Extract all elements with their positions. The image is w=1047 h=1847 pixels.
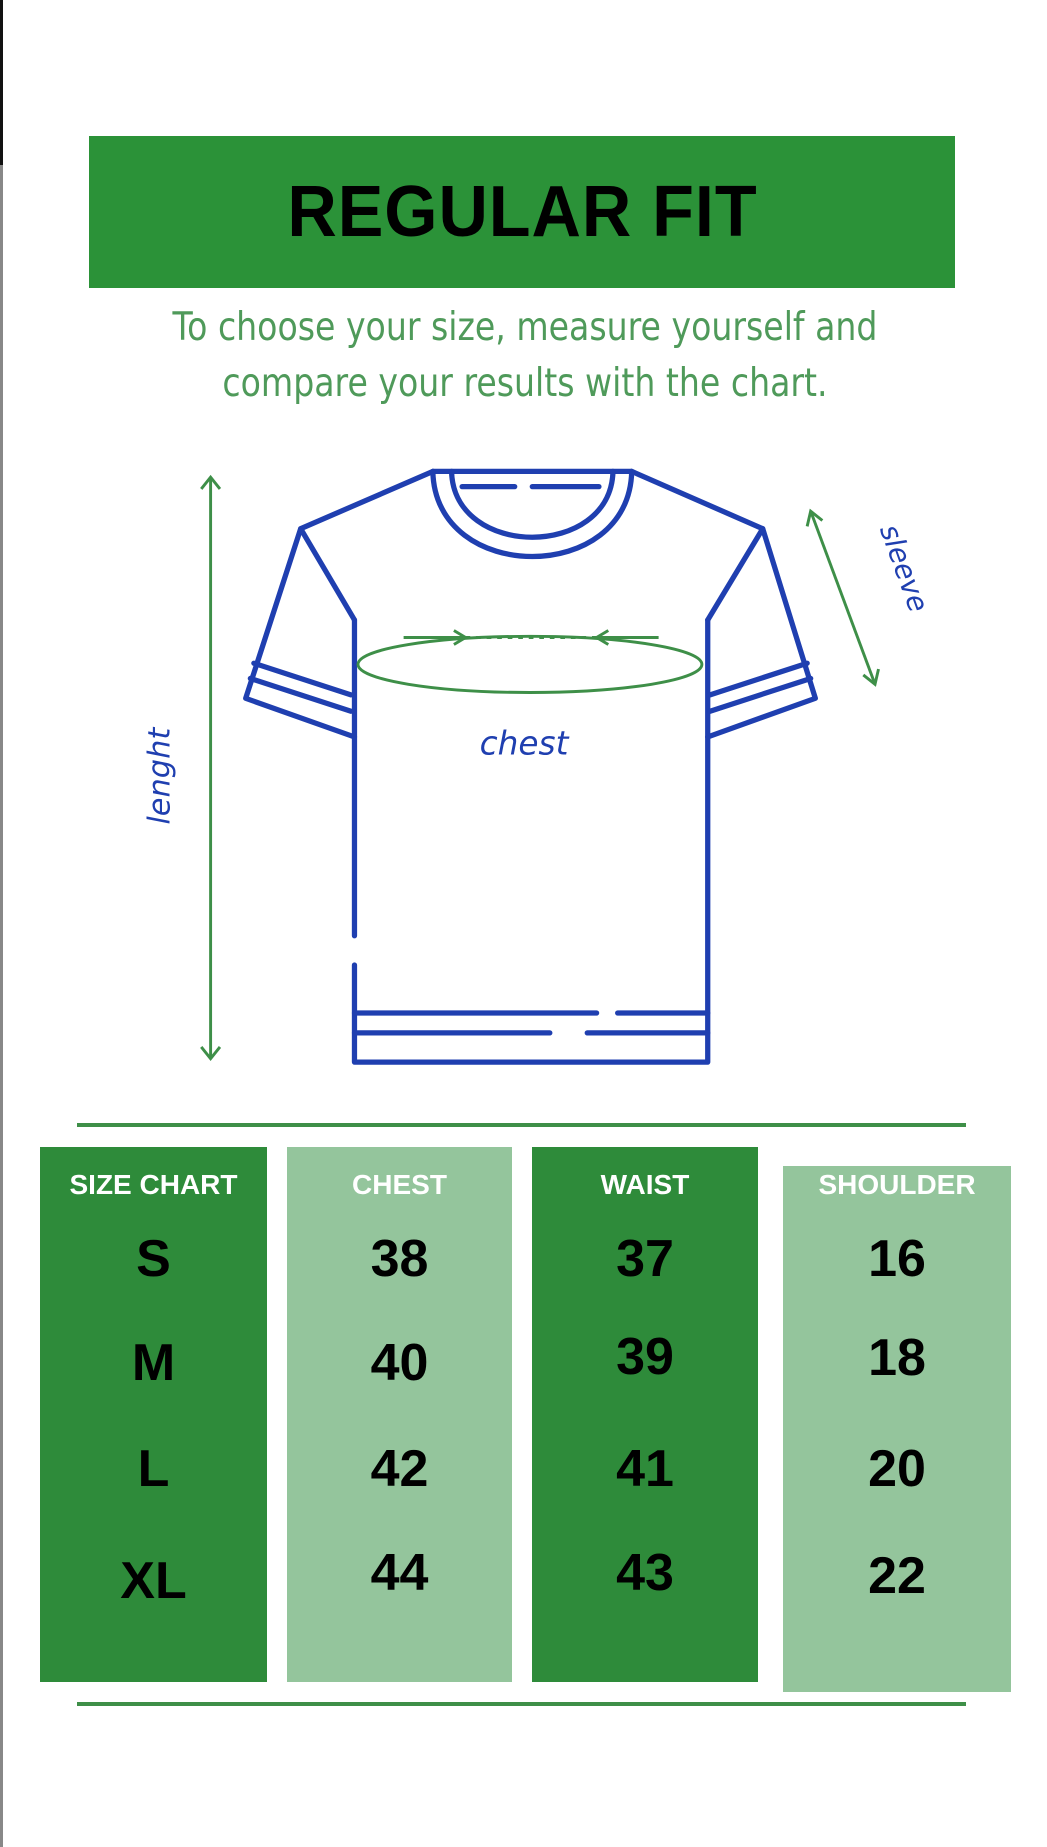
sleeve-label: sleeve xyxy=(873,520,935,617)
chest-label: chest xyxy=(480,724,570,762)
bottom-divider xyxy=(77,1702,966,1706)
waist-cell: 39 xyxy=(616,1328,674,1386)
chest-cell: 44 xyxy=(370,1544,429,1602)
length-label: lenght xyxy=(143,727,178,825)
waist-header: WAIST xyxy=(600,1169,690,1200)
subtitle-line-2: compare your results with the chart. xyxy=(222,361,828,406)
chest-header: CHEST xyxy=(352,1169,447,1200)
shoulder-cell: 18 xyxy=(868,1329,926,1387)
size-column: SIZE CHART S M L XL xyxy=(40,1147,267,1682)
size-cell: XL xyxy=(120,1552,187,1610)
title-banner: REGULAR FIT xyxy=(89,136,955,288)
shoulder-cell: 22 xyxy=(868,1547,926,1605)
subtitle: To choose your size, measure yourself an… xyxy=(130,300,921,412)
left-edge xyxy=(0,0,3,1847)
size-cell: M xyxy=(131,1334,176,1392)
size-cell: L xyxy=(137,1440,170,1498)
waist-cell: 37 xyxy=(616,1230,674,1288)
size-header: SIZE CHART xyxy=(69,1169,238,1200)
chest-column: CHEST 38 40 42 44 xyxy=(287,1147,512,1682)
size-cell: S xyxy=(136,1230,171,1288)
page-title: REGULAR FIT xyxy=(286,172,758,252)
waist-column: WAIST 37 39 41 43 xyxy=(532,1147,758,1682)
chest-cell: 38 xyxy=(370,1230,429,1288)
top-divider xyxy=(77,1123,966,1127)
chest-ellipse xyxy=(356,634,704,694)
left-edge-dark xyxy=(0,0,3,165)
sleeve-arrow xyxy=(809,510,877,685)
shoulder-cell: 16 xyxy=(868,1230,926,1288)
shoulder-cell: 20 xyxy=(868,1440,926,1498)
waist-cell: 41 xyxy=(616,1440,674,1498)
subtitle-line-1: To choose your size, measure yourself an… xyxy=(172,305,878,350)
chest-cell: 40 xyxy=(370,1334,429,1392)
chest-cell: 42 xyxy=(370,1440,429,1498)
shoulder-column: SHOULDER 16 18 20 22 xyxy=(783,1166,1011,1692)
shoulder-header: SHOULDER xyxy=(818,1169,976,1200)
waist-cell: 43 xyxy=(616,1544,674,1602)
tshirt-outline xyxy=(243,468,818,1065)
measure-lines xyxy=(200,474,880,1061)
